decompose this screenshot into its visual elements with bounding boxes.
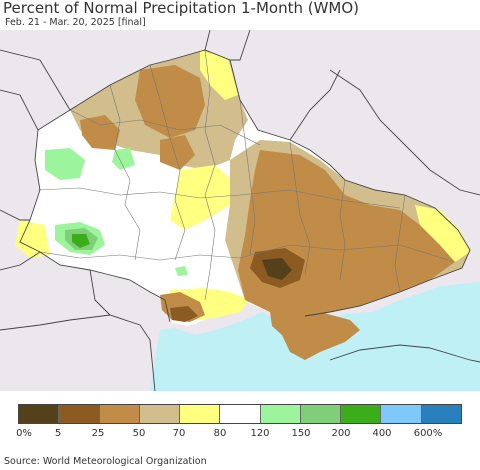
region-brown-north-1 (135, 65, 205, 138)
region-dark-brown-sw (170, 306, 198, 322)
legend-label: 400 (372, 428, 392, 439)
source-credit: Source: World Meteorological Organizatio… (4, 456, 207, 467)
legend-label: 5 (54, 428, 62, 439)
legend-labels: 0% 5 25 50 70 80 120 150 200 400 600% (0, 428, 480, 442)
color-legend (18, 404, 462, 424)
legend-label: 80 (213, 428, 227, 439)
crimea (270, 306, 360, 360)
region-yellow-central (170, 165, 232, 230)
legend-label: 70 (172, 428, 186, 439)
legend-label: 200 (331, 428, 351, 439)
legend-swatch-80-120 (220, 405, 261, 423)
legend-label: 50 (132, 428, 146, 439)
legend-label: 600% (413, 428, 443, 439)
legend-label: 120 (250, 428, 270, 439)
legend-label: 25 (91, 428, 105, 439)
legend-swatch-120-150 (260, 405, 301, 423)
legend-swatch-400-600 (381, 405, 422, 423)
oblast-borders (37, 49, 456, 301)
region-dark-green-sw (72, 234, 90, 248)
region-yellow-west (15, 220, 50, 258)
legend-swatch-0-5 (19, 405, 60, 423)
region-darkest-azov (262, 258, 292, 280)
legend-swatch-50-70 (139, 405, 181, 423)
region-yellow-north (200, 50, 238, 100)
legend-label: 150 (291, 428, 311, 439)
region-green-small (175, 266, 188, 276)
precipitation-map (0, 30, 480, 391)
legend-swatch-70-80 (180, 405, 221, 423)
region-brown-north-3 (160, 135, 195, 170)
region-green-west-1 (45, 148, 85, 180)
legend-swatch-5-25 (59, 405, 100, 423)
country-borders (0, 30, 480, 391)
legend-label: 0% (16, 428, 32, 439)
page-title: Percent of Normal Precipitation 1-Month … (3, 0, 360, 17)
region-green-west-2 (112, 148, 135, 170)
legend-swatch-600-plus (421, 405, 461, 423)
date-range-subtitle: Feb. 21 - Mar. 20, 2025 [final] (5, 17, 146, 28)
legend-swatch-200-400 (341, 405, 382, 423)
legend-swatch-150-200 (300, 405, 342, 423)
legend-swatch-25-50 (99, 405, 140, 423)
region-yellow-east (415, 205, 470, 262)
